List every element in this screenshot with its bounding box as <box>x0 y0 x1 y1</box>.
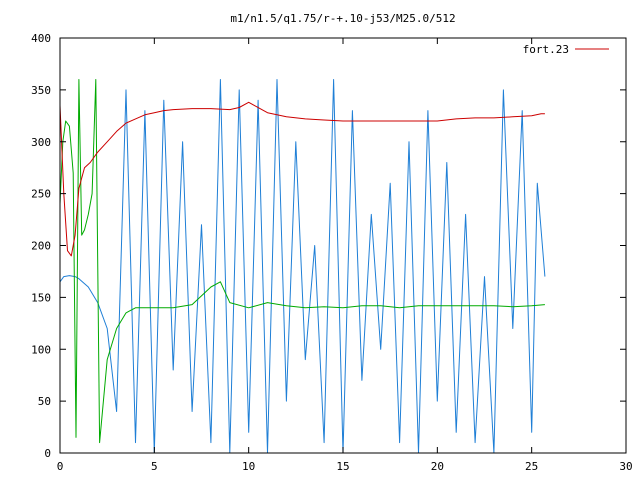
series-line-0 <box>60 101 545 257</box>
x-tick-label: 25 <box>525 460 538 473</box>
x-axis: 0 5 10 15 20 25 30 <box>57 38 633 473</box>
y-tick-label: 350 <box>31 84 51 97</box>
x-tick-label: 5 <box>151 460 158 473</box>
x-tick-label: 15 <box>336 460 349 473</box>
legend: fort.23 <box>523 43 609 56</box>
y-tick-label: 300 <box>31 136 51 149</box>
y-tick-label: 50 <box>38 395 51 408</box>
y-axis: 0 50 100 150 200 250 300 350 400 <box>31 32 626 460</box>
series-layer <box>60 79 546 453</box>
series-line-2 <box>60 79 546 453</box>
chart-title: m1/n1.5/q1.75/r-+.10-j53/M25.0/512 <box>230 12 455 25</box>
x-tick-label: 0 <box>57 460 64 473</box>
legend-label: fort.23 <box>523 43 569 56</box>
series-line-1 <box>60 79 545 444</box>
y-tick-label: 150 <box>31 291 51 304</box>
x-tick-label: 20 <box>431 460 444 473</box>
y-tick-label: 200 <box>31 240 51 253</box>
y-tick-label: 0 <box>44 447 51 460</box>
x-tick-label: 30 <box>619 460 632 473</box>
y-tick-label: 100 <box>31 343 51 356</box>
y-tick-label: 250 <box>31 188 51 201</box>
x-tick-label: 10 <box>242 460 255 473</box>
y-tick-label: 400 <box>31 32 51 45</box>
plot-frame <box>59 37 627 454</box>
